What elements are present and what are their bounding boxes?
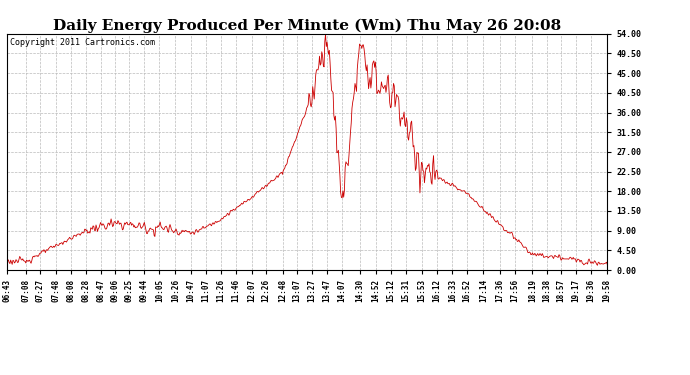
Title: Daily Energy Produced Per Minute (Wm) Thu May 26 20:08: Daily Energy Produced Per Minute (Wm) Th… — [53, 18, 561, 33]
Text: Copyright 2011 Cartronics.com: Copyright 2011 Cartronics.com — [10, 39, 155, 48]
